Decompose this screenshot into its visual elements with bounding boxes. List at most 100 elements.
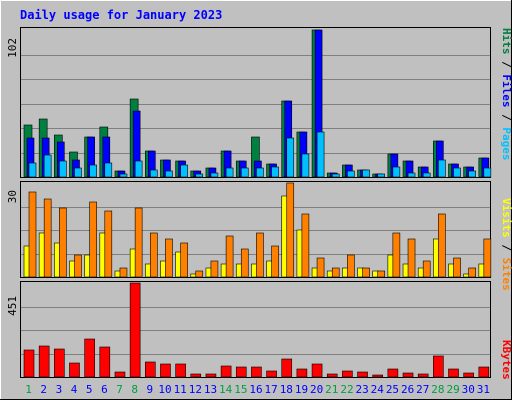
kbytes-bar [69, 362, 80, 378]
kbytes-bar [129, 282, 141, 378]
chart-marks [21, 29, 492, 378]
legend-files: Files [500, 74, 512, 107]
legend-pages: Pages [500, 127, 512, 160]
day-label: 27 [416, 383, 429, 396]
pages-bar [392, 166, 401, 178]
pages-bar [468, 170, 476, 178]
kbytes-bar [387, 368, 399, 378]
pages-bar [43, 154, 52, 178]
kbytes-bar [342, 370, 353, 378]
visits-bar [438, 213, 446, 278]
legend-visits: Visits [500, 198, 512, 238]
visits-bar [377, 270, 386, 278]
visits-bar [210, 260, 219, 278]
day-label: 26 [401, 383, 414, 396]
day-label: 1 [25, 383, 32, 396]
kbytes-bar [54, 348, 65, 378]
day-label: 10 [158, 383, 171, 396]
kbytes-bar [478, 366, 490, 378]
pages-bar [331, 173, 340, 178]
day-label: 11 [174, 383, 187, 396]
visits-bar [392, 232, 401, 278]
kbytes-bar [448, 368, 459, 378]
legend-sites: Sites [500, 258, 512, 291]
pages-bar [134, 160, 143, 178]
pages-bar [59, 160, 67, 178]
kbytes-bar [296, 368, 308, 378]
pages-bar [286, 137, 295, 178]
pages-bar [74, 167, 82, 178]
hits-ymax-label: 102 [6, 38, 19, 58]
legend-hits: Hits [500, 28, 512, 55]
legend-separator: / [500, 55, 512, 75]
day-label: 28 [431, 383, 444, 396]
chart-title: Daily usage for January 2023 [20, 8, 222, 22]
legend-separator: / [500, 108, 512, 128]
day-label: 5 [86, 383, 93, 396]
pages-bar [104, 162, 113, 178]
pages-bar [362, 169, 370, 178]
visits-bar [104, 210, 113, 278]
kbytes-bar [23, 349, 35, 378]
visits-bar [134, 207, 143, 278]
pages-bar [347, 170, 355, 178]
visits-bar [240, 248, 249, 278]
visits-bar [468, 267, 476, 278]
kbytes-bar [160, 363, 171, 378]
visits-bar [165, 238, 173, 278]
day-label: 9 [147, 383, 154, 396]
kbytes-bar [220, 365, 232, 378]
visits-bar [362, 267, 370, 278]
visits-ymax-label: 30 [6, 190, 19, 203]
kbytes-bar [84, 338, 95, 378]
visits-bar [316, 257, 325, 278]
visits-bar [422, 260, 431, 278]
hits-panel-legend: Hits / Files / Pages [500, 28, 512, 161]
visits-bar [119, 267, 128, 278]
kbytes-bar [190, 373, 202, 378]
pages-bar [483, 167, 492, 178]
kbytes-bar [266, 370, 277, 378]
visits-bar [271, 245, 279, 278]
kbytes-bar [38, 345, 50, 378]
visits-bar [331, 267, 340, 278]
pages-bar [28, 162, 37, 178]
visits-bar [407, 238, 416, 278]
visits-bar [286, 182, 295, 278]
pages-bar [240, 167, 249, 178]
pages-bar [301, 153, 310, 178]
day-label: 13 [204, 383, 217, 396]
kbytes-ymax-label: 451 [6, 296, 19, 316]
day-label: 20 [310, 383, 323, 396]
pages-bar [180, 164, 188, 178]
day-label: 2 [40, 383, 47, 396]
day-label: 3 [56, 383, 63, 396]
x-axis-labels: 1 2 3 4 5 6 7 8 9 10 11 12 13 14 15 16 17 18 19 20 21 22 23 24 2… [25, 383, 490, 396]
kbytes-bar [402, 372, 414, 378]
visits-bar [89, 201, 97, 278]
pages-bar [195, 173, 204, 178]
kbytes-bar [326, 373, 338, 378]
pages-bar [165, 170, 173, 178]
day-label: 8 [131, 383, 138, 396]
day-label: 14 [219, 383, 233, 396]
kbytes-bar [463, 372, 474, 378]
pages-bar [377, 173, 386, 178]
pages-bar [149, 169, 158, 178]
kbytes-bar [175, 363, 186, 378]
day-label: 12 [189, 383, 202, 396]
pages-bar [422, 172, 431, 178]
visits-panel-legend: Visits / Sites [500, 198, 512, 291]
day-label: 22 [340, 383, 353, 396]
kbytes-bar [114, 371, 126, 378]
kbytes-bar [417, 373, 429, 378]
day-label: 6 [101, 383, 108, 396]
day-label: 15 [234, 383, 247, 396]
visits-bar [256, 232, 264, 278]
kbytes-bar [99, 346, 111, 378]
day-label: 17 [265, 383, 278, 396]
kbytes-bar [357, 371, 368, 378]
legend-kbytes: KBytes [500, 340, 512, 380]
